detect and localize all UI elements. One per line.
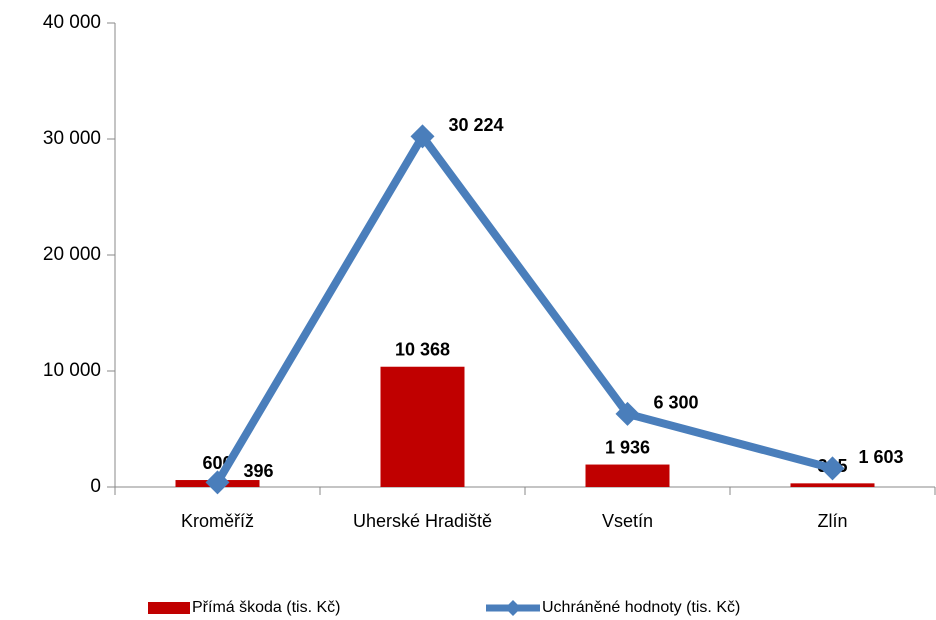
y-tick-label: 20 000 xyxy=(43,244,101,265)
data-label: 1 936 xyxy=(605,437,650,457)
legend-marker xyxy=(505,600,521,616)
x-tick-label: Kroměříž xyxy=(181,511,254,531)
x-tick-label: Vsetín xyxy=(602,511,653,531)
data-label: 30 224 xyxy=(449,115,504,135)
bar xyxy=(380,366,465,487)
data-label: 10 368 xyxy=(395,339,450,359)
x-tick-label: Uherské Hradiště xyxy=(353,511,492,531)
marker xyxy=(205,470,230,495)
legend-swatch xyxy=(148,602,190,614)
marker xyxy=(410,124,435,149)
line xyxy=(214,132,834,485)
y-tick-label: 40 000 xyxy=(43,12,101,33)
legend-label: Přímá škoda (tis. Kč) xyxy=(192,599,340,616)
y-tick-label: 30 000 xyxy=(43,128,101,149)
data-label: 6 300 xyxy=(654,393,699,413)
y-tick-label: 10 000 xyxy=(43,360,101,381)
y-tick-label: 0 xyxy=(90,476,101,497)
data-label: 1 603 xyxy=(859,447,904,467)
marker xyxy=(615,401,640,426)
data-label: 396 xyxy=(244,461,274,481)
bar xyxy=(790,483,875,487)
legend-label: Uchráněné hodnoty (tis. Kč) xyxy=(542,599,740,616)
marker xyxy=(820,456,845,481)
x-tick-label: Zlín xyxy=(817,511,847,531)
bar xyxy=(585,464,670,487)
